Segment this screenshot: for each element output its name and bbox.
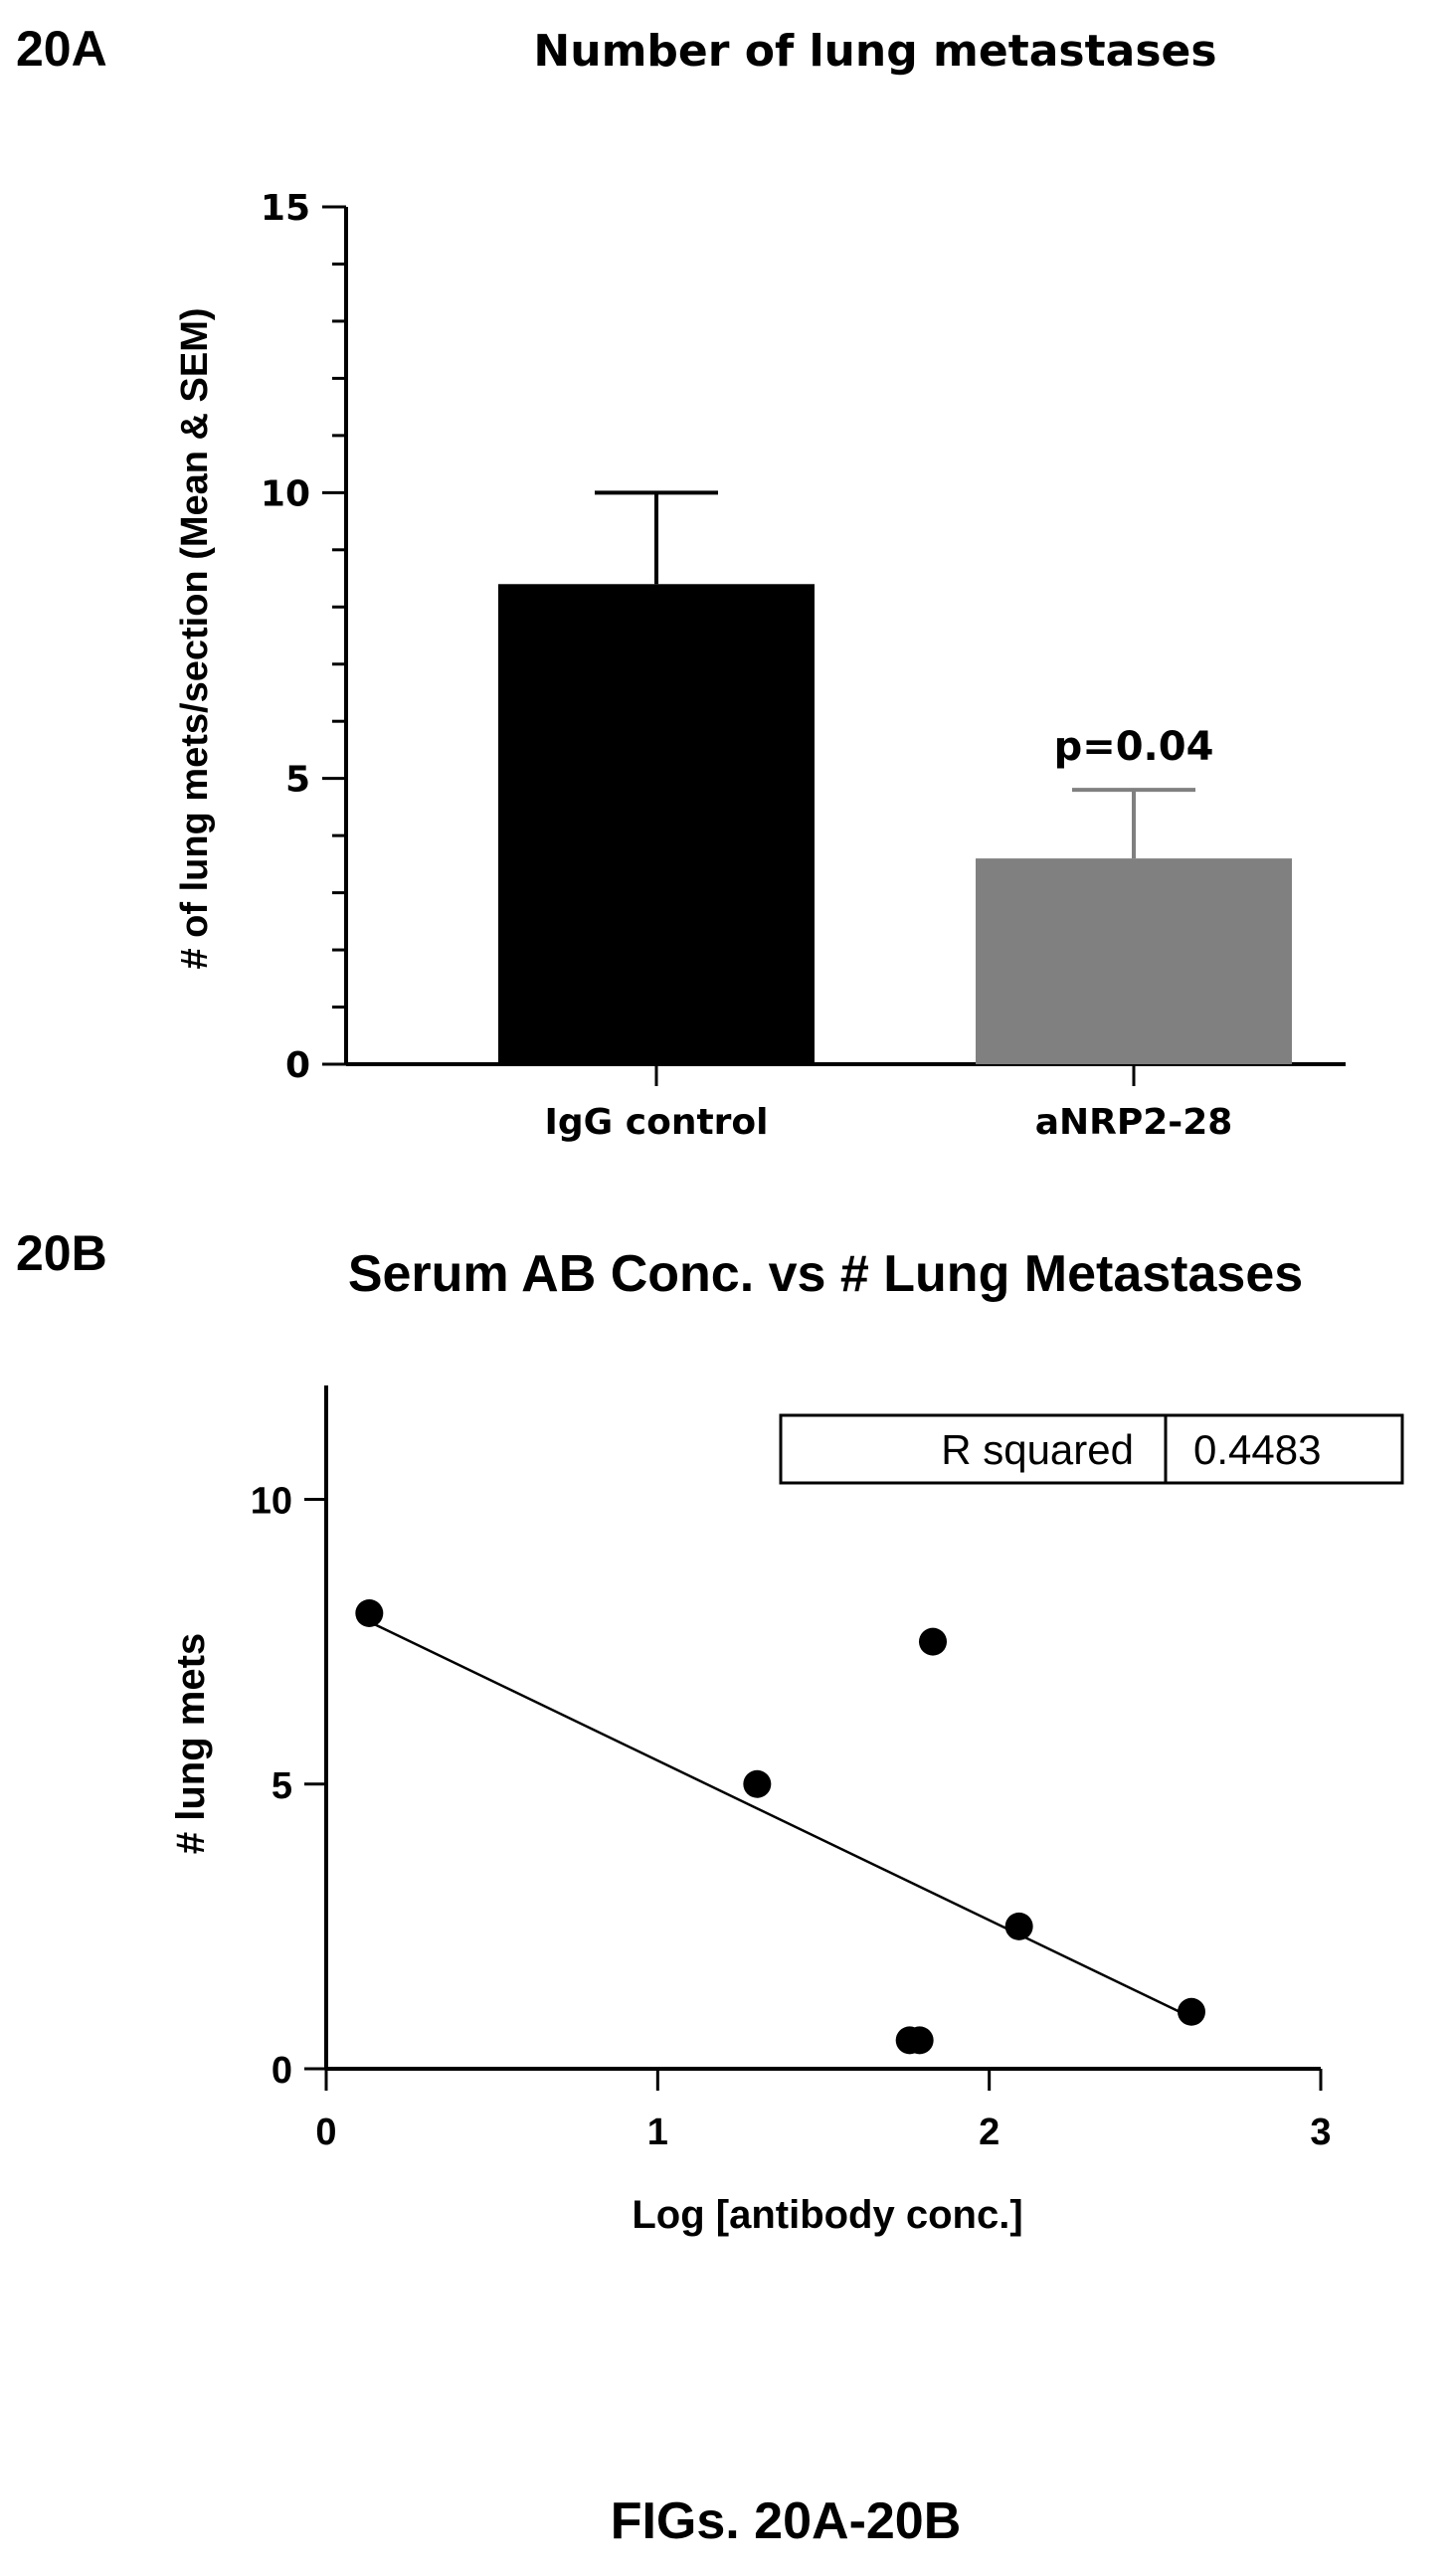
chart-b-y-axis-label: # lung mets (169, 1633, 213, 1854)
data-point (1178, 1997, 1205, 2026)
bar-igg-control (498, 584, 815, 1064)
data-point (743, 1769, 772, 1798)
chart-a-x-tick-label: aNRP2-28 (1035, 1102, 1233, 1143)
p-value-annotation: p=0.04 (1054, 724, 1214, 770)
data-point (355, 1599, 384, 1627)
chart-a-title: Number of lung metastases (533, 26, 1216, 77)
chart-b-y-tick-label: 5 (272, 1765, 292, 1807)
regression-line (368, 1620, 1192, 2019)
chart-a-y-tick-label: 5 (285, 760, 310, 801)
chart-a-y-tick-label: 0 (285, 1045, 310, 1086)
stats-box: R squared 0.4483 (779, 1413, 1404, 1485)
chart-a-y-tick-label: 10 (261, 473, 310, 514)
panel-20a: 20A Number of lung metastases 0 5 10 15 IgG … (16, 21, 1346, 1143)
chart-b-y-tick-label: 0 (272, 2050, 292, 2092)
panel-label-20b: 20B (16, 1225, 107, 1281)
chart-b-axes: 0 5 10 0 1 2 3 (251, 1385, 1332, 2153)
chart-a-x-tick-label: IgG control (545, 1102, 769, 1143)
chart-b-x-tick-label: 2 (979, 2112, 1000, 2153)
bar-anrp2-28 (976, 858, 1292, 1064)
chart-a-y-tick-label: 15 (261, 188, 310, 229)
stats-value: 0.4483 (1193, 1426, 1321, 1473)
chart-b-x-tick-label: 0 (315, 2112, 336, 2153)
chart-b-title: Serum AB Conc. vs # Lung Metastases (348, 1245, 1303, 1303)
chart-b-plot (355, 1599, 1205, 2055)
panel-label-20a: 20A (16, 21, 107, 77)
data-point (1004, 1912, 1033, 1940)
data-point (905, 2026, 934, 2055)
chart-b-y-tick-label: 10 (251, 1481, 292, 1523)
chart-b-x-tick-label: 3 (1310, 2112, 1331, 2153)
chart-a-y-axis-label: # of lung mets/section (Mean & SEM) (174, 307, 216, 969)
data-point (919, 1627, 947, 1656)
stats-box-border (779, 1413, 1404, 1485)
figure-caption: FIGs. 20A-20B (611, 2492, 962, 2550)
chart-a-bars: p=0.04 (498, 490, 1292, 1064)
panel-20b: 20B Serum AB Conc. vs # Lung Metastases … (16, 1225, 1404, 2237)
chart-b-x-axis-label: Log [antibody conc.] (632, 2193, 1022, 2237)
stats-label: R squared (941, 1426, 1134, 1473)
chart-b-x-tick-label: 1 (647, 2112, 668, 2153)
